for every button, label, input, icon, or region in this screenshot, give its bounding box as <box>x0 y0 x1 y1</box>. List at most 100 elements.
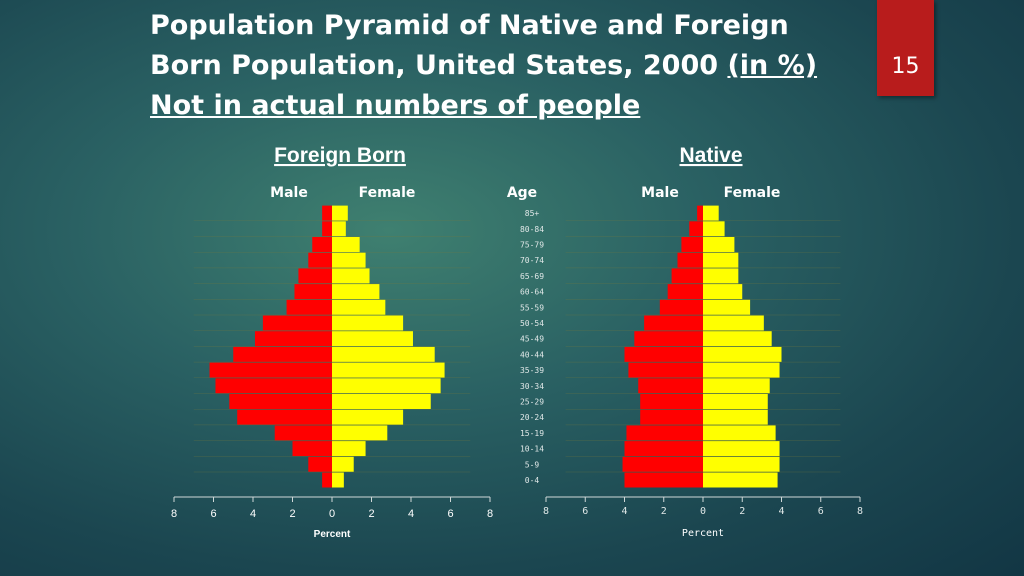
bar-male-1-0 <box>624 472 703 488</box>
bar-female-0-7 <box>332 362 445 378</box>
x-tick-label-0-0: 8 <box>171 508 177 520</box>
x-tick-label-0-8: 8 <box>487 508 493 520</box>
bar-female-0-5 <box>332 394 431 409</box>
bar-female-0-15 <box>332 237 360 252</box>
bar-female-1-15 <box>703 237 735 252</box>
age-tick-label-2: 10-14 <box>520 445 544 454</box>
bar-male-1-9 <box>634 331 703 347</box>
bar-male-1-11 <box>659 299 703 315</box>
age-header: Age <box>507 185 537 201</box>
bar-male-1-7 <box>628 362 703 378</box>
bar-female-1-6 <box>703 378 770 394</box>
x-tick-label-1-4: 0 <box>700 506 706 517</box>
x-tick-label-0-1: 6 <box>210 508 216 520</box>
bar-male-0-14 <box>308 252 332 268</box>
bar-male-0-3 <box>274 425 332 441</box>
bar-male-1-16 <box>689 221 703 237</box>
bar-female-1-1 <box>703 456 780 472</box>
bar-male-0-13 <box>298 268 332 284</box>
age-tick-label-8: 40-44 <box>520 350 544 359</box>
bar-male-0-1 <box>308 456 332 472</box>
age-tick-label-4: 20-24 <box>520 413 544 422</box>
bar-male-1-4 <box>640 409 703 425</box>
bar-female-1-11 <box>703 299 751 315</box>
bar-female-1-16 <box>703 221 725 237</box>
age-tick-label-3: 15-19 <box>520 429 544 438</box>
bar-male-0-6 <box>215 378 332 394</box>
x-tick-label-1-8: 8 <box>857 506 863 517</box>
legend-female-1: Female <box>724 185 781 201</box>
bar-male-0-2 <box>292 441 332 457</box>
bar-female-0-12 <box>332 284 380 300</box>
x-tick-label-1-7: 6 <box>818 506 824 517</box>
bar-female-0-6 <box>332 378 441 394</box>
age-tick-label-10: 50-54 <box>520 319 544 328</box>
x-axis-label-0: Percent <box>314 529 351 540</box>
bar-female-1-4 <box>703 409 768 425</box>
bar-male-1-5 <box>640 394 703 409</box>
slide-title: Population Pyramid of Native and Foreign… <box>150 6 870 126</box>
bar-female-0-8 <box>332 346 435 362</box>
bar-female-1-7 <box>703 362 780 378</box>
bar-female-1-17 <box>703 205 719 221</box>
legend-male-1: Male <box>641 185 679 201</box>
bar-male-0-10 <box>262 315 332 331</box>
age-tick-label-6: 30-34 <box>520 382 544 391</box>
x-tick-label-1-6: 4 <box>778 506 784 517</box>
legend-male-0: Male <box>270 185 308 201</box>
x-tick-label-1-5: 2 <box>739 506 745 517</box>
x-tick-label-0-3: 2 <box>289 508 295 520</box>
bar-female-0-14 <box>332 252 366 268</box>
bar-female-1-5 <box>703 394 768 409</box>
bar-female-0-11 <box>332 299 386 315</box>
bar-male-0-15 <box>312 237 332 252</box>
panel-title-1: Native <box>679 144 742 167</box>
x-tick-label-0-4: 0 <box>329 508 335 520</box>
x-tick-label-0-6: 4 <box>408 508 414 520</box>
bar-female-1-14 <box>703 252 739 268</box>
age-tick-label-14: 70-74 <box>520 256 544 265</box>
bar-male-0-0 <box>322 472 332 488</box>
age-tick-label-0: 0-4 <box>525 476 540 485</box>
bar-female-0-4 <box>332 409 404 425</box>
title-line-1: Population Pyramid of Native and Foreign <box>150 10 789 41</box>
age-tick-label-1: 5-9 <box>525 460 540 469</box>
bar-female-1-8 <box>703 346 782 362</box>
age-tick-label-17: 85+ <box>525 209 540 218</box>
bar-female-1-10 <box>703 315 764 331</box>
age-tick-label-7: 35-39 <box>520 366 544 375</box>
bar-male-0-5 <box>229 394 332 409</box>
age-tick-label-13: 65-69 <box>520 272 544 281</box>
bar-male-1-2 <box>624 441 703 457</box>
bar-female-0-9 <box>332 331 413 347</box>
bar-male-0-17 <box>322 205 332 221</box>
legend-female-0: Female <box>359 185 416 201</box>
slide-number-badge: 15 <box>877 0 934 96</box>
bar-male-1-14 <box>677 252 703 268</box>
bar-male-0-8 <box>233 346 332 362</box>
age-tick-label-5: 25-29 <box>520 398 544 407</box>
title-line-3: Not in actual numbers of people <box>150 90 641 121</box>
bar-female-1-2 <box>703 441 780 457</box>
bar-female-0-0 <box>332 472 344 488</box>
bar-male-0-12 <box>294 284 332 300</box>
bar-female-0-3 <box>332 425 388 441</box>
bar-male-0-7 <box>209 362 332 378</box>
bar-female-0-16 <box>332 221 346 237</box>
bar-male-1-6 <box>638 378 703 394</box>
age-tick-label-16: 80-84 <box>520 225 544 234</box>
bar-male-1-1 <box>622 456 703 472</box>
slide-number: 15 <box>891 54 920 79</box>
bar-female-0-17 <box>332 205 348 221</box>
bar-male-0-16 <box>322 221 332 237</box>
x-tick-label-0-5: 2 <box>368 508 374 520</box>
x-tick-label-1-2: 4 <box>621 506 627 517</box>
bar-male-0-11 <box>286 299 332 315</box>
bar-male-0-9 <box>254 331 332 347</box>
age-tick-label-15: 75-79 <box>520 241 544 250</box>
x-tick-label-1-3: 2 <box>661 506 667 517</box>
bar-female-1-3 <box>703 425 776 441</box>
age-tick-label-9: 45-49 <box>520 335 544 344</box>
bar-female-0-10 <box>332 315 404 331</box>
